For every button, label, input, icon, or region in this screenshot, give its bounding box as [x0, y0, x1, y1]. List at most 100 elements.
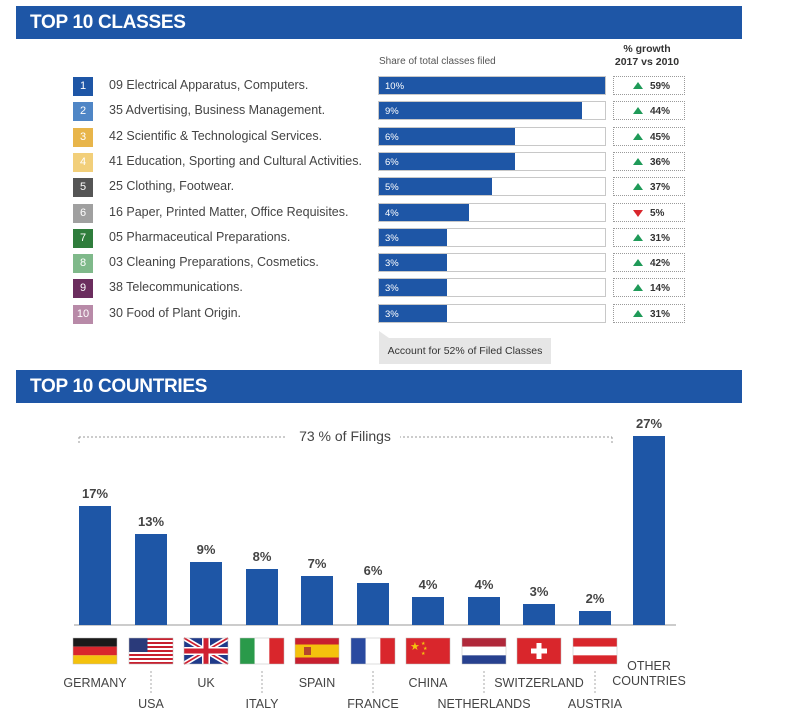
country-label: SWITZERLAND: [494, 676, 584, 690]
country-labels: GERMANY USA UK ITALY SPAIN FRANCE CHINA NETHERL…: [63, 659, 685, 711]
growth-value: 44%: [650, 106, 671, 118]
bar-germany: [79, 506, 111, 625]
rank-badge: 7: [73, 228, 93, 248]
rank-badge: 5: [73, 178, 93, 198]
class-row: 10 30 Food of Plant Origin. 3% 31%: [0, 302, 787, 327]
share-bar-fill: [379, 203, 470, 221]
share-bar-fill: [379, 254, 447, 272]
svg-text:★: ★: [421, 641, 426, 647]
rank-badge: 4: [73, 152, 93, 172]
arrow-up-icon: [633, 82, 643, 89]
growth-value: 37%: [650, 182, 671, 194]
share-bar-track: 9%: [378, 101, 606, 121]
bracket-label-bg: [285, 427, 400, 445]
share-value: 3%: [385, 258, 399, 270]
class-label: 25 Clothing, Footwear.: [109, 179, 235, 194]
share-bar-fill: [379, 228, 447, 246]
growth-value: 59%: [650, 81, 671, 92]
arrow-up-icon: [633, 107, 643, 115]
class-row: 4 41 Education, Sporting and Cultural Act…: [0, 150, 787, 175]
share-value: 3%: [385, 308, 399, 320]
switzerland-flag: [516, 637, 562, 665]
share-bar-fill: [379, 279, 447, 297]
svg-text:★: ★: [423, 646, 428, 652]
rank-badge: 1: [73, 77, 93, 96]
growth-cell: 42%: [613, 253, 685, 273]
rank-badge: 9: [73, 279, 93, 299]
country-label: SPAIN: [299, 676, 336, 690]
italy-flag: [239, 637, 285, 665]
class-row: 9 38 Telecommunications. 3% 14%: [0, 276, 787, 301]
bar-netherlands: [468, 597, 500, 625]
share-bar-fill: [379, 304, 447, 322]
share-bar-track: 3%: [378, 227, 606, 247]
arrow-up-icon: [633, 284, 643, 292]
arrow-up-icon: [633, 183, 643, 191]
growth-value: 42%: [650, 258, 671, 270]
arrow-up-icon: [633, 132, 643, 140]
class-row: 2 35 Advertising, Business Management. 9% 4…: [0, 99, 787, 124]
france-flag: [350, 637, 396, 665]
growth-cell: 44%: [613, 101, 685, 121]
bar-value-label: 4%: [475, 577, 494, 592]
arrow-up-icon: [633, 259, 643, 267]
rank-badge: 6: [73, 203, 93, 223]
share-bar-fill: [379, 127, 515, 145]
countries-section-title: TOP 10 COUNTRIES: [30, 376, 208, 397]
growth-value: 31%: [650, 308, 671, 320]
bar-value-label: 4%: [419, 577, 438, 592]
share-value: 6%: [385, 131, 399, 143]
growth-column-header: % growth 2017 vs 2010: [610, 43, 684, 69]
footnote-pointer: [379, 331, 389, 338]
growth-header-line1: % growth: [623, 43, 671, 55]
class-row: 3 42 Scientific & Technological Services.…: [0, 125, 787, 150]
growth-value: 5%: [650, 207, 665, 219]
share-value: 4%: [385, 207, 399, 219]
growth-cell: 37%: [613, 177, 685, 197]
share-bar-track: 6%: [378, 126, 606, 146]
growth-value: 45%: [650, 131, 671, 143]
growth-cell: 31%: [613, 227, 685, 247]
growth-value: 31%: [650, 232, 671, 244]
share-bar-track: 5%: [378, 177, 606, 197]
spain-flag: [294, 637, 340, 665]
countries-section-header: TOP 10 COUNTRIES: [16, 370, 742, 403]
bar-italy: [246, 569, 278, 625]
share-bar-track: 4%: [378, 202, 606, 222]
svg-text:★: ★: [421, 651, 426, 657]
class-row: 5 25 Clothing, Footwear. 5% 37%: [0, 175, 787, 200]
rank-badge: 2: [73, 102, 93, 122]
bar-value-label: 3%: [530, 584, 549, 599]
share-bar-track: 3%: [378, 278, 606, 298]
bar-usa: [135, 534, 167, 625]
class-row: 8 03 Cleaning Preparations, Cosmetics. 3% 4…: [0, 251, 787, 276]
growth-cell: 59%: [613, 76, 685, 95]
china-flag: ★ ★★★: [405, 637, 451, 665]
bar-value-label: 8%: [253, 549, 272, 564]
bar-value-label: 9%: [197, 542, 216, 557]
growth-cell: 36%: [613, 151, 685, 171]
class-label: 38 Telecommunications.: [109, 280, 243, 295]
bar-value-label: 27%: [636, 416, 662, 431]
bar-switzerland: [523, 604, 555, 625]
arrow-up-icon: [633, 233, 643, 241]
rank-badge: 8: [73, 254, 93, 274]
top10-bracket: 73 % of Filings: [78, 427, 613, 445]
share-bar-fill: [379, 102, 583, 120]
class-label: 16 Paper, Printed Matter, Office Requisi…: [109, 204, 349, 219]
country-label-line1: OTHER: [627, 659, 671, 673]
country-label: UK: [197, 676, 215, 690]
class-label: 05 Pharmaceutical Preparations.: [109, 229, 291, 244]
arrow-up-icon: [633, 309, 643, 317]
bar-china: [412, 597, 444, 625]
arrow-up-icon: [633, 157, 643, 165]
netherlands-flag: [461, 637, 507, 665]
class-label: 09 Electrical Apparatus, Computers.: [109, 78, 309, 92]
country-label: GERMANY: [63, 676, 127, 690]
country-label: USA: [138, 697, 164, 711]
country-label: ITALY: [246, 697, 280, 711]
country-label: AUSTRIA: [568, 697, 623, 711]
germany-flag: [72, 637, 118, 665]
class-label: 35 Advertising, Business Management.: [109, 103, 326, 118]
class-label: 42 Scientific & Technological Services.: [109, 128, 323, 143]
